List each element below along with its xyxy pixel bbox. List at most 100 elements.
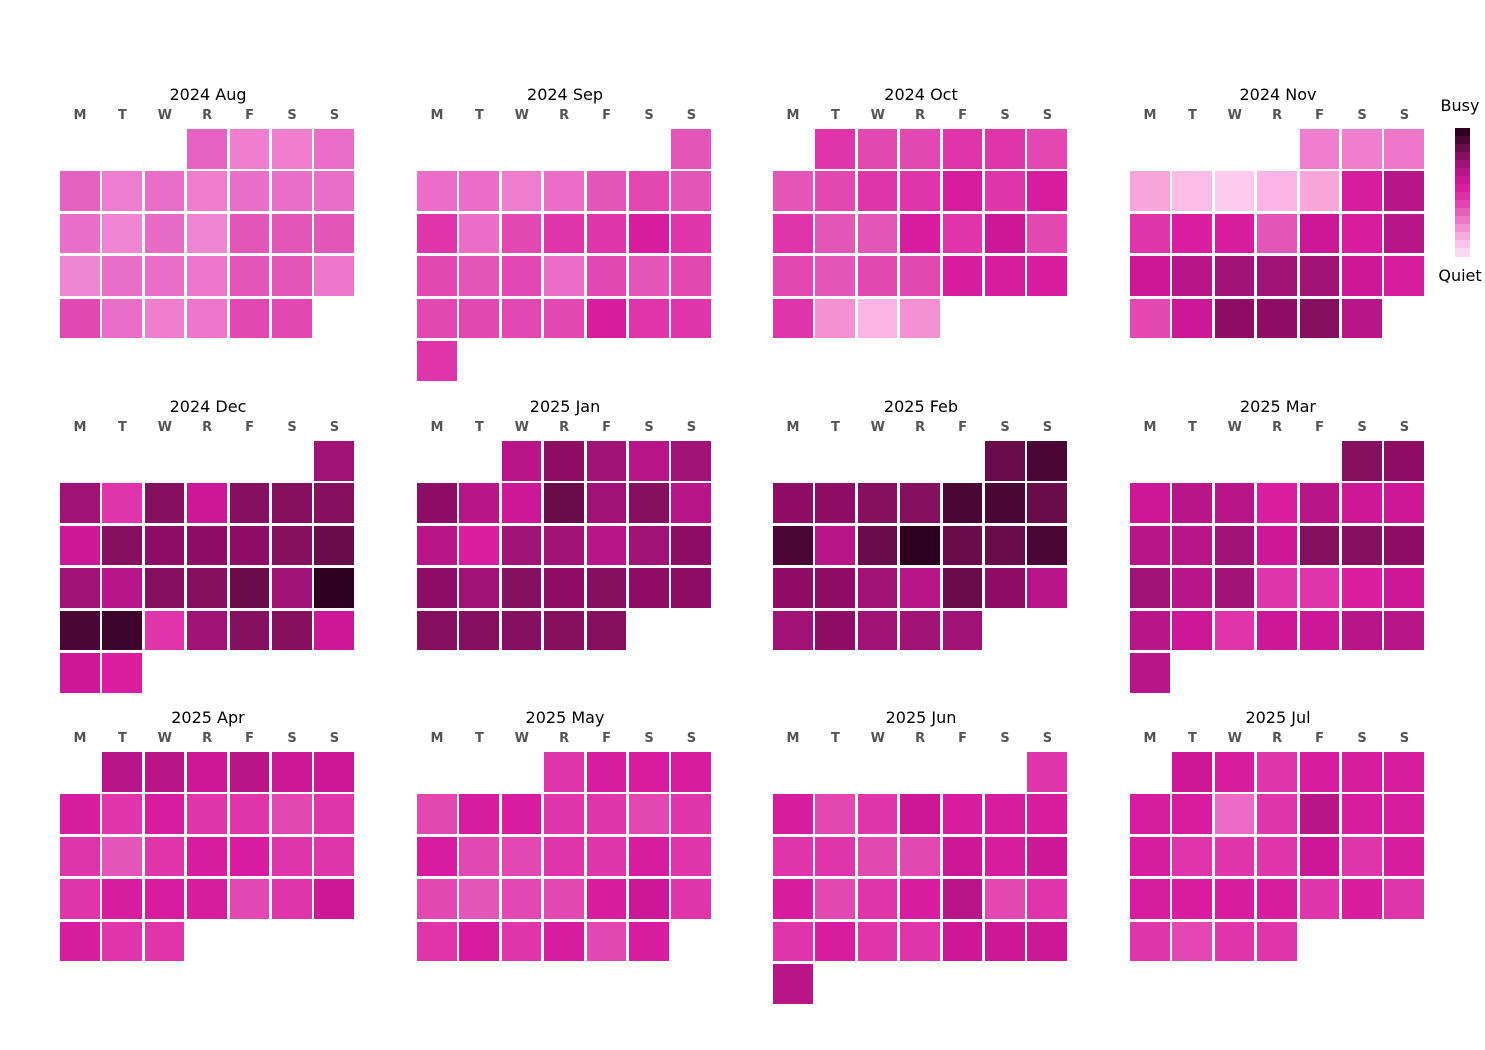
day-cell xyxy=(417,256,457,296)
day-cell xyxy=(102,752,142,792)
day-cell xyxy=(1027,752,1067,792)
weekday-label: S xyxy=(686,420,697,435)
day-cell xyxy=(1130,171,1170,211)
day-cell xyxy=(815,794,855,834)
day-cell xyxy=(501,879,542,919)
day-cell xyxy=(144,525,185,566)
day-cell xyxy=(773,298,813,339)
weekday-label: S xyxy=(1399,731,1410,746)
month-title: 2025 Jan xyxy=(529,397,601,416)
day-cell xyxy=(187,171,227,211)
day-cell xyxy=(900,129,940,169)
day-cell xyxy=(985,256,1025,296)
weekday-label: W xyxy=(514,420,529,435)
colorbar-swatch xyxy=(1455,216,1470,225)
weekday-label: R xyxy=(1272,731,1283,746)
day-cell xyxy=(544,441,584,481)
day-cell xyxy=(229,171,270,211)
day-cell xyxy=(102,483,142,523)
day-cell xyxy=(144,921,185,962)
day-cell xyxy=(60,610,100,651)
day-cell xyxy=(102,610,142,651)
weekday-label: S xyxy=(287,731,297,746)
day-cell xyxy=(1027,441,1067,481)
day-cell xyxy=(1257,879,1297,919)
day-cell xyxy=(187,298,227,339)
day-cell xyxy=(501,610,542,651)
day-cell xyxy=(314,879,354,919)
day-cell xyxy=(1130,213,1170,254)
day-cell xyxy=(459,171,499,211)
day-cell xyxy=(187,610,227,651)
day-cell xyxy=(1257,836,1297,877)
weekday-label: W xyxy=(870,108,885,123)
day-cell xyxy=(1172,836,1212,877)
day-cell xyxy=(586,568,627,608)
day-cell xyxy=(417,341,457,381)
day-cell xyxy=(1257,171,1297,211)
day-cell xyxy=(900,213,940,254)
day-cell xyxy=(1384,610,1424,651)
day-cell xyxy=(1342,752,1382,792)
weekday-label: T xyxy=(1187,420,1197,435)
day-cell xyxy=(985,836,1025,877)
colorbar-swatch xyxy=(1455,224,1470,233)
day-cell xyxy=(773,610,813,651)
day-cell xyxy=(544,752,584,792)
colorbar-swatch xyxy=(1455,144,1470,153)
colorbar-swatch xyxy=(1455,208,1470,217)
day-cell xyxy=(459,921,499,962)
day-cell xyxy=(900,879,940,919)
day-cell xyxy=(629,213,669,254)
day-cell xyxy=(1027,794,1067,834)
weekday-label: W xyxy=(514,731,529,746)
day-cell xyxy=(501,213,542,254)
weekday-label: F xyxy=(958,108,968,123)
weekday-label: M xyxy=(73,108,87,123)
month-title: 2025 Apr xyxy=(171,708,245,727)
day-cell xyxy=(1172,171,1212,211)
day-cell xyxy=(671,441,711,481)
day-cell xyxy=(144,568,185,608)
day-cell xyxy=(1172,483,1212,523)
weekday-label: W xyxy=(514,108,529,123)
day-cell xyxy=(144,171,185,211)
day-cell xyxy=(1172,213,1212,254)
day-cell xyxy=(1214,483,1255,523)
weekday-label: S xyxy=(1399,420,1410,435)
weekday-label: T xyxy=(117,108,127,123)
weekday-label: S xyxy=(1000,420,1010,435)
day-cell xyxy=(1027,836,1067,877)
day-cell xyxy=(942,921,983,962)
day-cell xyxy=(671,483,711,523)
day-cell xyxy=(857,921,898,962)
weekday-label: S xyxy=(1042,108,1053,123)
day-cell xyxy=(1342,483,1382,523)
day-cell xyxy=(1214,256,1255,296)
day-cell xyxy=(1172,525,1212,566)
day-cell xyxy=(586,171,627,211)
day-cell xyxy=(501,921,542,962)
day-cell xyxy=(187,879,227,919)
day-cell xyxy=(417,171,457,211)
day-cell xyxy=(272,568,312,608)
day-cell xyxy=(1130,879,1170,919)
day-cell xyxy=(857,213,898,254)
day-cell xyxy=(544,836,584,877)
day-cell xyxy=(857,568,898,608)
weekday-label: S xyxy=(1000,108,1010,123)
day-cell xyxy=(942,171,983,211)
day-cell xyxy=(272,879,312,919)
day-cell xyxy=(60,298,100,339)
day-cell xyxy=(459,610,499,651)
day-cell xyxy=(144,213,185,254)
day-cell xyxy=(60,483,100,523)
day-cell xyxy=(773,836,813,877)
weekday-label: M xyxy=(73,420,87,435)
weekday-label: S xyxy=(1357,731,1367,746)
colorbar-swatch xyxy=(1455,200,1470,209)
weekday-label: S xyxy=(686,108,697,123)
day-cell xyxy=(942,794,983,834)
day-cell xyxy=(1214,752,1255,792)
